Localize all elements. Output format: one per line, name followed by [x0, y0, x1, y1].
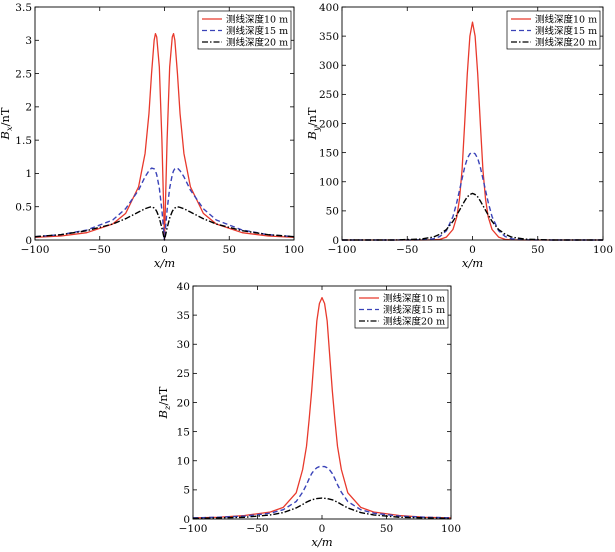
y-tick-label-bx: 2 [25, 102, 32, 114]
x-tick-label-by: −50 [396, 244, 418, 256]
x-tick-label-bz: −100 [179, 523, 208, 535]
y-tick-label-bx: 0.5 [15, 202, 32, 214]
y-tick-label-bz: 25 [177, 368, 190, 380]
y-tick-label-bz: 40 [177, 281, 190, 293]
y-tick-label-bz: 20 [177, 397, 190, 409]
legend-label-by-3: 测线深度20 m [535, 37, 597, 49]
x-tick-label-bz: 0 [319, 523, 326, 535]
series-line-by-3 [342, 192, 603, 241]
x-axis-label-by: x/m [462, 256, 483, 270]
y-tick-label-by: 350 [319, 31, 339, 43]
y-tick-label-bx: 2.5 [15, 68, 32, 80]
x-tick-label-bz: −50 [246, 523, 268, 535]
y-tick-label-bx: 3 [25, 35, 32, 47]
x-tick-label-bx: −100 [21, 244, 50, 256]
legend-label-bx-1: 测线深度10 m [226, 14, 288, 26]
y-axis-label-bx: Bx/nT [0, 107, 15, 141]
x-tick-label-by: 100 [593, 244, 613, 256]
series-line-bz-3 [192, 497, 452, 520]
legend-label-by-1: 测线深度10 m [535, 14, 597, 26]
y-tick-label-bz: 35 [177, 310, 190, 322]
series-line-by-2 [342, 151, 603, 241]
y-axis-label-bz: Bz/nT [156, 386, 173, 419]
y-tick-label-by: 250 [319, 89, 339, 101]
y-tick-label-by: 0 [332, 235, 339, 247]
x-tick-label-bz: 50 [380, 523, 393, 535]
y-tick-label-bz: 5 [183, 485, 190, 497]
legend-label-by-2: 测线深度15 m [535, 25, 597, 37]
y-tick-label-by: 200 [319, 118, 339, 130]
x-tick-label-bx: 100 [284, 244, 304, 256]
y-tick-label-by: 400 [319, 2, 339, 14]
x-tick-label-by: 0 [469, 244, 476, 256]
y-tick-label-by: 300 [319, 60, 339, 72]
y-tick-label-bz: 30 [177, 339, 190, 351]
x-axis-label-bz: x/m [311, 535, 332, 549]
legend-label-bz-1: 测线深度10 m [383, 293, 445, 305]
legend-label-bz-2: 测线深度15 m [383, 304, 445, 316]
legend-label-bz-3: 测线深度20 m [383, 316, 445, 328]
x-tick-label-by: 50 [531, 244, 544, 256]
y-tick-label-bx: 3.5 [15, 2, 32, 14]
x-tick-label-by: −100 [328, 244, 357, 256]
y-tick-label-bx: 0 [25, 235, 32, 247]
y-tick-label-bx: 1.5 [15, 135, 32, 147]
y-tick-label-bz: 15 [177, 426, 190, 438]
x-tick-label-bz: 100 [441, 523, 461, 535]
y-tick-label-bz: 10 [177, 456, 190, 468]
y-tick-label-by: 50 [326, 206, 339, 218]
series-line-bz-1 [192, 296, 452, 519]
legend-label-bx-2: 测线深度15 m [226, 25, 288, 37]
chart-bz: −100 −50 0 50 100 0 5 10 15 20 25 30 35 40 x/m Bz/nT 测线深… [156, 281, 461, 549]
x-tick-label-bx: −50 [89, 244, 111, 256]
legend-label-bx-3: 测线深度20 m [226, 37, 288, 49]
series-line-bx-1 [34, 32, 295, 241]
y-tick-label-bz: 0 [183, 514, 190, 526]
x-tick-label-bx: 0 [161, 244, 168, 256]
y-tick-label-by: 150 [319, 147, 339, 159]
series-line-bz-2 [192, 465, 452, 519]
x-tick-label-bx: 50 [223, 244, 236, 256]
y-tick-label-by: 100 [319, 177, 339, 189]
chart-by: −100 −50 0 50 100 0 50 100 150 200 250 300 350 400 x/m… [305, 2, 613, 270]
x-axis-label-bx: x/m [154, 256, 175, 270]
y-axis-label-by: By/nT [305, 107, 322, 141]
series-line-by-1 [342, 21, 603, 241]
y-tick-label-bx: 1 [25, 168, 32, 180]
chart-bx: −100 −50 0 50 100 0 0.5 1 1.5 2 2.5 3 3.5 x/m Bx/nT 测线深… [0, 2, 304, 270]
